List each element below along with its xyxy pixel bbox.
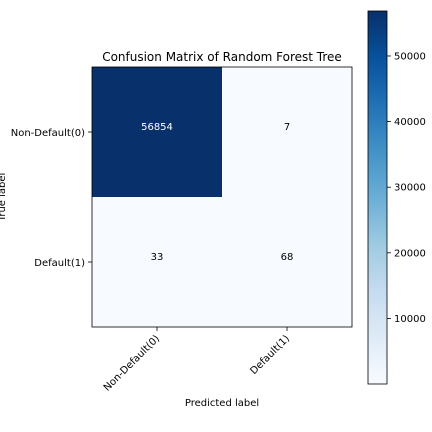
colorbar-tick-label: 50000 xyxy=(394,51,426,62)
heatmap-cells: 56854 7 33 68 xyxy=(92,67,352,327)
y-axis-ticks: Non-Default(0) Default(1) xyxy=(11,128,92,269)
x-axis-ticks: Non-Default(0) Default(1) xyxy=(102,327,292,394)
y-axis-label: True label xyxy=(0,173,8,223)
plot-frame xyxy=(91,66,353,328)
cell-value-label: 56854 xyxy=(141,122,173,133)
colorbar-tick-label: 10000 xyxy=(394,314,426,325)
chart-title: Confusion Matrix of Random Forest Tree xyxy=(102,50,342,64)
heatmap-cell xyxy=(92,67,222,197)
colorbar-tick-label: 40000 xyxy=(394,117,426,128)
y-tick-label: Non-Default(0) xyxy=(11,128,85,139)
colorbar xyxy=(367,10,388,385)
colorbar-tick-label: 30000 xyxy=(394,183,426,194)
colorbar-ticks: 10000 20000 30000 40000 50000 xyxy=(387,51,426,325)
x-tick-label: Non-Default(0) xyxy=(102,333,162,393)
heatmap-cell xyxy=(92,197,222,327)
heatmap-cell xyxy=(222,197,352,327)
colorbar-tick-label: 20000 xyxy=(394,248,426,259)
cell-value-label: 33 xyxy=(151,252,164,263)
x-axis-label: Predicted label xyxy=(185,398,259,409)
heatmap-cell xyxy=(222,67,352,197)
y-tick-label: Default(1) xyxy=(34,258,85,269)
cell-value-label: 7 xyxy=(284,122,290,133)
x-tick-label: Default(1) xyxy=(248,333,292,377)
cell-value-label: 68 xyxy=(281,252,294,263)
